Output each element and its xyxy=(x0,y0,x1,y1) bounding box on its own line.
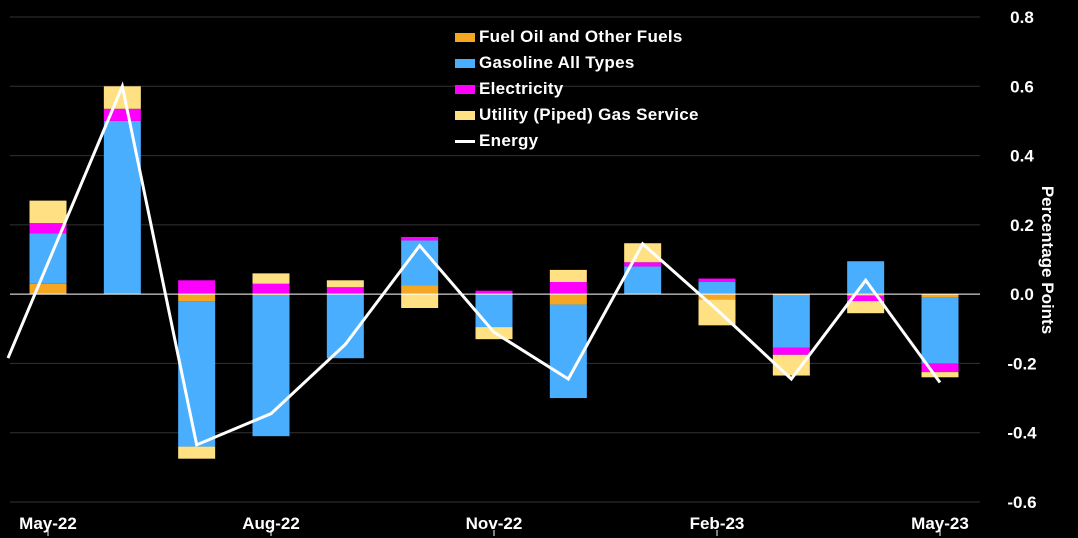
legend-item-electricity: Electricity xyxy=(455,76,699,102)
legend-swatch-energy xyxy=(455,139,475,143)
y-tick-label: 0.4 xyxy=(1010,147,1034,166)
y-axis-label: Percentage Points xyxy=(1038,186,1057,334)
bar-utility_gas-May-22 xyxy=(29,200,67,224)
bar-electricity-Oct-22 xyxy=(401,236,439,241)
bar-utility_gas-Jul-22 xyxy=(178,446,216,459)
bar-gasoline-Dec-22 xyxy=(549,304,587,399)
bar-gasoline-Feb-23 xyxy=(698,282,736,295)
legend-item-utility-gas: Utility (Piped) Gas Service xyxy=(455,102,699,128)
bar-utility_gas-Oct-22 xyxy=(401,294,439,308)
legend-label-fuel-oil: Fuel Oil and Other Fuels xyxy=(479,27,683,46)
legend-swatch-fuel-oil xyxy=(455,32,475,42)
legend: Fuel Oil and Other Fuels Gasoline All Ty… xyxy=(455,24,699,154)
y-axis-ticks: -0.6 -0.4 -0.2 0.0 0.2 0.4 0.6 0.8 xyxy=(1007,8,1037,512)
x-tick-label: Aug-22 xyxy=(242,514,300,533)
y-tick-label: 0.8 xyxy=(1010,8,1034,27)
bar-gasoline-May-23 xyxy=(921,297,959,364)
x-tick-label: May-22 xyxy=(19,514,77,533)
bar-fuel_oil-Mar-23 xyxy=(772,294,810,296)
legend-item-energy: Energy xyxy=(455,128,699,154)
legend-item-gasoline: Gasoline All Types xyxy=(455,50,699,76)
y-tick-label: 0.6 xyxy=(1010,77,1034,96)
bar-fuel_oil-May-23 xyxy=(921,294,959,298)
bar-utility_gas-Jun-22 xyxy=(103,86,141,109)
x-axis-ticks: May-22 Aug-22 Nov-22 Feb-23 May-23 xyxy=(19,514,969,536)
legend-label-gasoline: Gasoline All Types xyxy=(479,53,635,72)
bar-utility_gas-Dec-22 xyxy=(549,269,587,283)
bar-utility_gas-Apr-23 xyxy=(847,301,885,314)
bar-fuel_oil-Aug-22 xyxy=(252,294,290,296)
bar-utility_gas-Jan-23 xyxy=(624,243,662,263)
y-tick-label: -0.4 xyxy=(1007,424,1037,443)
energy-line-group xyxy=(6,81,942,447)
y-tick-label: 0.2 xyxy=(1010,216,1034,235)
y-tick-label: -0.2 xyxy=(1007,354,1036,373)
bar-electricity-Feb-23 xyxy=(698,278,736,283)
legend-swatch-electricity xyxy=(455,84,475,94)
bar-gasoline-Apr-23 xyxy=(847,261,885,295)
x-tick-label: Feb-23 xyxy=(690,514,745,533)
bar-electricity-Nov-22 xyxy=(475,290,513,295)
bar-fuel_oil-Dec-22 xyxy=(549,294,587,305)
y-tick-label: 0.0 xyxy=(1010,285,1034,304)
bar-electricity-Sep-22 xyxy=(326,287,364,295)
legend-label-energy: Energy xyxy=(479,131,539,150)
legend-swatch-gasoline xyxy=(455,58,475,68)
bar-fuel_oil-Apr-23 xyxy=(847,294,885,296)
x-tick-label: Nov-22 xyxy=(466,514,523,533)
bar-fuel_oil-Oct-22 xyxy=(401,285,439,295)
bar-electricity-May-23 xyxy=(921,363,959,373)
bar-electricity-Dec-22 xyxy=(549,282,587,295)
bar-gasoline-Jan-23 xyxy=(624,266,662,295)
bar-utility_gas-Sep-22 xyxy=(326,280,364,288)
x-tick-label: May-23 xyxy=(911,514,969,533)
bar-utility_gas-Aug-22 xyxy=(252,273,290,284)
bar-electricity-Jul-22 xyxy=(178,280,216,295)
bar-electricity-Mar-23 xyxy=(772,347,810,355)
bar-fuel_oil-Jul-22 xyxy=(178,294,216,302)
bars-group xyxy=(29,86,959,459)
bar-gasoline-May-22 xyxy=(29,233,67,284)
energy-line xyxy=(6,81,942,447)
bar-electricity-Aug-22 xyxy=(252,283,290,295)
bar-gasoline-Jul-22 xyxy=(178,301,216,447)
bar-utility_gas-May-23 xyxy=(921,372,959,378)
bar-fuel_oil-May-22 xyxy=(29,283,67,295)
bar-electricity-May-22 xyxy=(29,223,67,234)
bar-fuel_oil-Feb-23 xyxy=(698,294,736,300)
bar-electricity-Apr-23 xyxy=(847,295,885,302)
legend-swatch-utility-gas xyxy=(455,110,475,120)
legend-item-fuel-oil: Fuel Oil and Other Fuels xyxy=(455,24,699,50)
bar-gasoline-Nov-22 xyxy=(475,294,513,328)
legend-label-utility-gas: Utility (Piped) Gas Service xyxy=(479,105,699,124)
bar-electricity-Jan-23 xyxy=(624,262,662,267)
gridlines xyxy=(10,16,980,503)
legend-label-electricity: Electricity xyxy=(479,79,564,98)
y-tick-label: -0.6 xyxy=(1007,493,1036,512)
bar-gasoline-Mar-23 xyxy=(772,295,810,348)
